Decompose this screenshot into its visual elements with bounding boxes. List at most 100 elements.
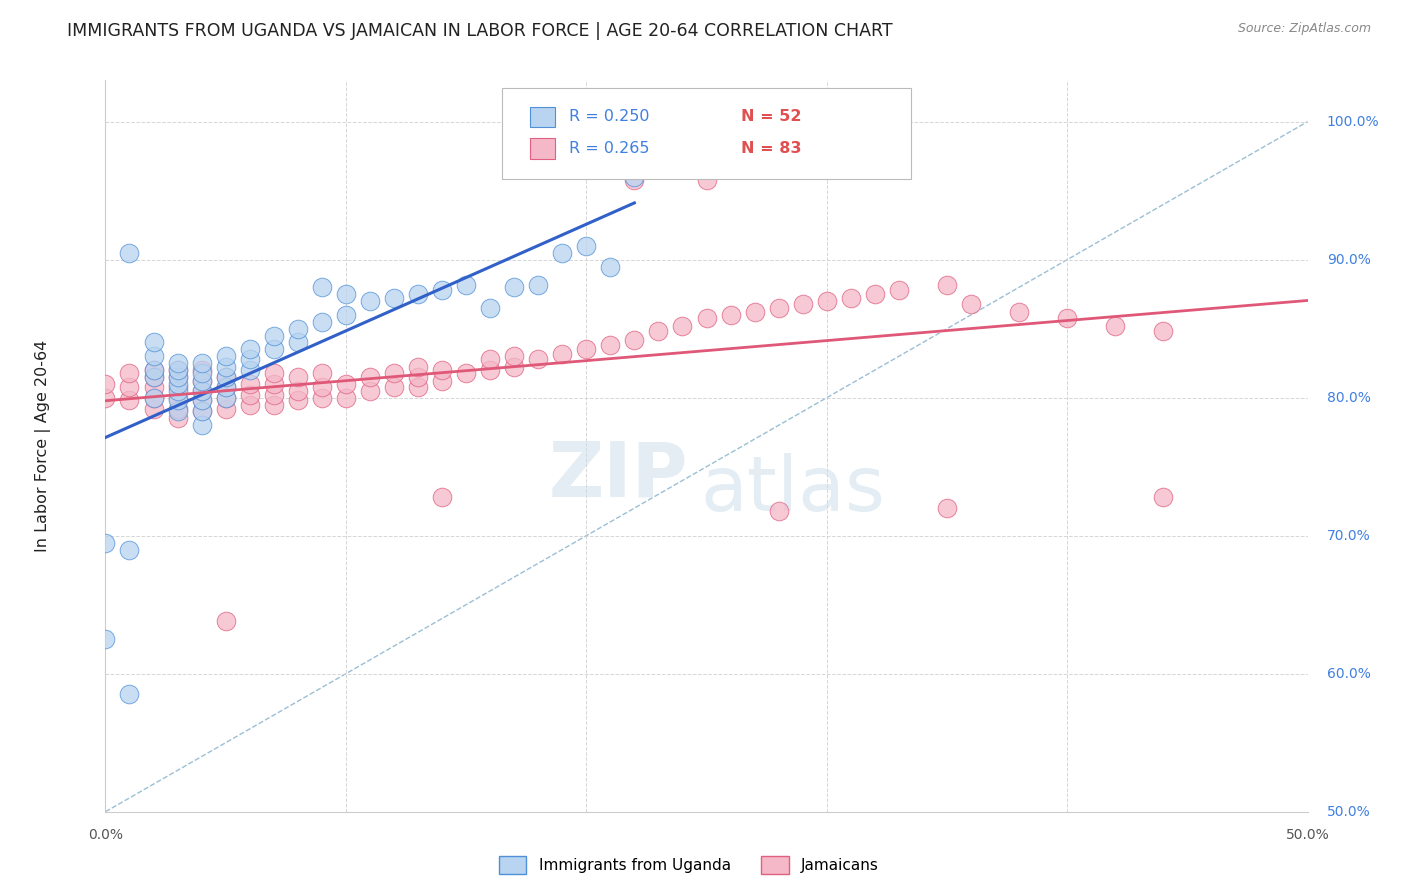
Point [287, 384, 309, 398]
Point [1152, 325, 1174, 339]
Point [166, 401, 188, 416]
Point [166, 393, 188, 408]
Point [623, 169, 645, 184]
Point [287, 321, 309, 335]
Point [311, 379, 333, 393]
Point [744, 305, 766, 319]
Point [94, 632, 117, 647]
Point [503, 280, 526, 294]
Point [118, 687, 141, 701]
Text: 60.0%: 60.0% [1327, 666, 1371, 681]
Point [142, 391, 165, 405]
Point [166, 404, 188, 418]
Point [118, 379, 141, 393]
Point [768, 301, 790, 315]
FancyBboxPatch shape [502, 87, 911, 179]
Point [430, 374, 453, 388]
Point [190, 393, 212, 408]
Point [479, 363, 502, 377]
Point [551, 346, 574, 360]
Point [142, 335, 165, 350]
Point [406, 287, 429, 301]
Point [94, 391, 117, 405]
Point [623, 333, 645, 347]
Point [214, 360, 236, 375]
Point [166, 370, 188, 384]
Point [142, 401, 165, 416]
Point [94, 535, 117, 549]
Point [430, 283, 453, 297]
Point [430, 490, 453, 504]
Point [214, 391, 236, 405]
Text: R = 0.250: R = 0.250 [569, 110, 650, 124]
Text: 100.0%: 100.0% [1327, 115, 1379, 128]
Point [142, 363, 165, 377]
Point [287, 370, 309, 384]
Point [214, 370, 236, 384]
Point [263, 343, 285, 357]
Bar [530, 138, 555, 159]
Point [792, 297, 814, 311]
Point [382, 366, 405, 380]
Point [214, 391, 236, 405]
Point [118, 393, 141, 408]
Point [214, 370, 236, 384]
Point [214, 349, 236, 363]
Legend: Immigrants from Uganda, Jamaicans: Immigrants from Uganda, Jamaicans [494, 850, 884, 880]
Point [190, 404, 212, 418]
Point [454, 277, 477, 292]
Text: N = 52: N = 52 [741, 110, 801, 124]
Bar [530, 107, 555, 127]
Text: IMMIGRANTS FROM UGANDA VS JAMAICAN IN LABOR FORCE | AGE 20-64 CORRELATION CHART: IMMIGRANTS FROM UGANDA VS JAMAICAN IN LA… [67, 22, 893, 40]
Point [551, 245, 574, 260]
Point [142, 379, 165, 393]
Point [190, 366, 212, 380]
Point [815, 294, 838, 309]
Point [359, 384, 381, 398]
Point [190, 418, 212, 433]
Point [239, 352, 262, 367]
Point [239, 376, 262, 391]
Point [214, 379, 236, 393]
Point [118, 245, 141, 260]
Point [623, 172, 645, 186]
Point [190, 393, 212, 408]
Point [335, 308, 357, 322]
Point [311, 366, 333, 380]
Point [166, 379, 188, 393]
Point [142, 363, 165, 377]
Point [190, 356, 212, 370]
Point [335, 391, 357, 405]
Point [406, 370, 429, 384]
Point [142, 349, 165, 363]
Point [647, 325, 669, 339]
Text: 0.0%: 0.0% [89, 829, 122, 842]
Point [190, 404, 212, 418]
Point [311, 391, 333, 405]
Text: Source: ZipAtlas.com: Source: ZipAtlas.com [1237, 22, 1371, 36]
Point [406, 379, 429, 393]
Point [214, 401, 236, 416]
Text: 70.0%: 70.0% [1327, 529, 1371, 542]
Text: In Labor Force | Age 20-64: In Labor Force | Age 20-64 [35, 340, 51, 552]
Point [166, 356, 188, 370]
Point [239, 398, 262, 412]
Point [454, 366, 477, 380]
Point [720, 308, 742, 322]
Point [214, 379, 236, 393]
Point [479, 301, 502, 315]
Point [599, 338, 621, 352]
Text: N = 83: N = 83 [741, 141, 801, 156]
Point [936, 277, 959, 292]
Point [166, 411, 188, 425]
Point [263, 388, 285, 402]
Point [118, 542, 141, 557]
Point [430, 363, 453, 377]
Point [166, 391, 188, 405]
Point [382, 379, 405, 393]
Point [527, 277, 550, 292]
Point [575, 239, 598, 253]
Point [287, 335, 309, 350]
Point [166, 376, 188, 391]
Point [214, 614, 236, 628]
